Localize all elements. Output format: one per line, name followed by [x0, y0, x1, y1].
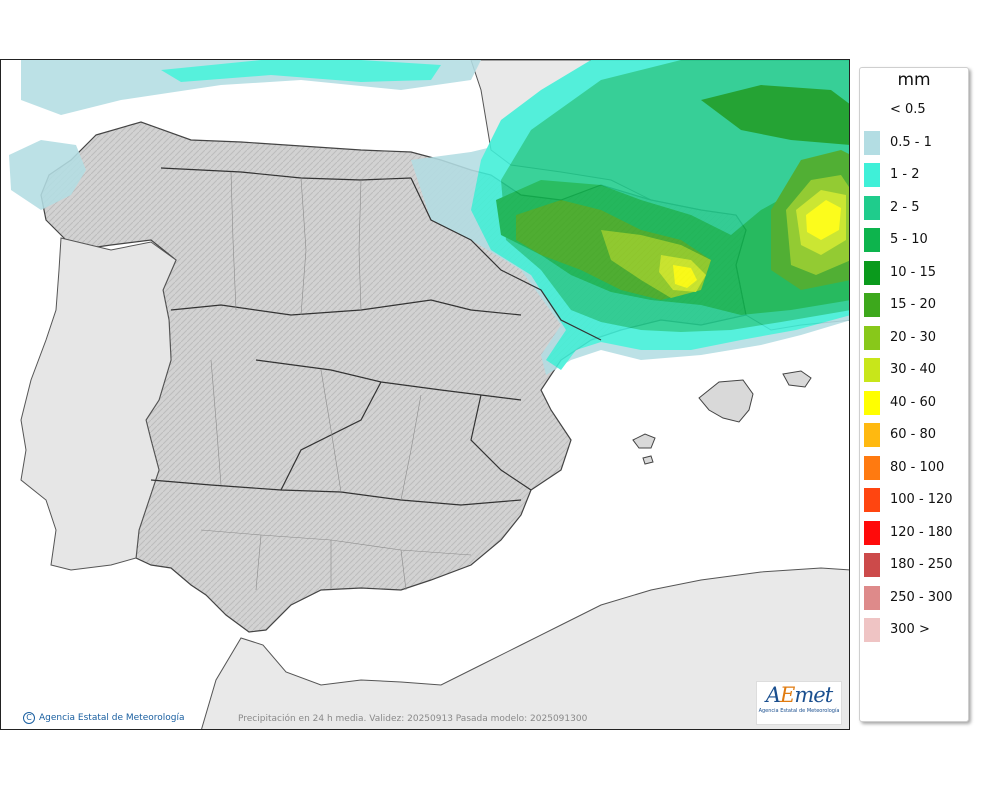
legend-item: 180 - 250: [860, 553, 968, 577]
rain-band-1-2-north: [161, 60, 441, 82]
north-africa-land: [201, 567, 849, 729]
rain-band-0.5-1-galicia: [9, 140, 86, 210]
legend-swatch: [864, 293, 880, 317]
legend-swatch: [864, 130, 880, 155]
legend-label: 300 >: [890, 622, 930, 637]
menorca-island: [782, 370, 812, 388]
legend-item: 20 - 30: [860, 325, 968, 350]
legend-swatch: [864, 553, 880, 577]
copyright-icon: C: [23, 712, 35, 724]
legend-label: 80 - 100: [890, 459, 945, 475]
legend-item: 1 - 2: [860, 163, 968, 187]
legend-swatch: [864, 618, 880, 642]
legend-swatch: [864, 260, 880, 285]
legend-item: < 0.5: [860, 98, 968, 122]
legend-item: 10 - 15: [860, 260, 968, 285]
footer-credit: C Agencia Estatal de Meteorología: [23, 712, 185, 724]
rain-band-40-60: [673, 265, 697, 288]
legend-swatch: [864, 455, 880, 480]
legend-item: 0.5 - 1: [860, 130, 968, 155]
legend-item: 300 >: [860, 618, 968, 642]
legend-swatch: [864, 163, 880, 187]
legend-item: 250 - 300: [860, 585, 968, 610]
logo-subtitle: Agencia Estatal de Meteorología: [758, 708, 840, 714]
legend-item: 100 - 120: [860, 488, 968, 512]
legend-label: 60 - 80: [890, 427, 937, 442]
legend-item: 2 - 5: [860, 195, 968, 220]
legend-title: mm: [897, 70, 931, 90]
legend-item: 40 - 60: [860, 390, 968, 415]
legend-swatch: [864, 423, 880, 447]
legend-swatch: [864, 390, 880, 415]
rain-band-10-15: [701, 85, 849, 145]
legend-swatch: [864, 228, 880, 252]
legend-swatch: [864, 358, 880, 382]
legend-swatch: [864, 325, 880, 350]
legend-label: 180 - 250: [890, 557, 953, 572]
aemet-logo: AEmet Agencia Estatal de Meteorología: [756, 681, 842, 725]
legend-label: < 0.5: [890, 102, 926, 117]
province-borders: [200, 171, 472, 591]
legend-label: 0.5 - 1: [890, 134, 932, 150]
legend-swatch: [864, 98, 880, 122]
legend-item: 120 - 180: [860, 520, 968, 545]
legend-item: 80 - 100: [860, 455, 968, 480]
map-caption: Precipitación en 24 h media. Validez: 20…: [238, 714, 588, 724]
ibiza-island: [632, 433, 656, 449]
legend-label: 100 - 120: [890, 492, 953, 507]
legend-item: 5 - 10: [860, 228, 968, 252]
legend-label: 40 - 60: [890, 394, 937, 410]
legend-swatch: [864, 585, 880, 610]
mallorca-island: [698, 379, 754, 423]
legend-label: 120 - 180: [890, 524, 953, 540]
legend-label: 10 - 15: [890, 264, 937, 280]
legend-label: 30 - 40: [890, 362, 937, 377]
legend-label: 1 - 2: [890, 167, 920, 182]
legend-label: 5 - 10: [890, 232, 928, 247]
precipitation-map: [1, 60, 849, 729]
legend-swatch: [864, 195, 880, 220]
legend-label: 250 - 300: [890, 589, 953, 605]
legend-label: 15 - 20: [890, 297, 937, 312]
credit-text: Agencia Estatal de Meteorología: [39, 713, 185, 723]
portugal-land: [20, 237, 177, 571]
legend-swatch: [864, 520, 880, 545]
legend-item: 60 - 80: [860, 423, 968, 447]
legend-label: 2 - 5: [890, 199, 920, 215]
legend-swatch: [864, 488, 880, 512]
rain-band-40-60-east: [806, 200, 841, 240]
precipitation-overlay: [9, 60, 849, 375]
logo-wordmark: AEmet: [765, 683, 833, 707]
formentera-island: [642, 455, 654, 465]
legend-label: 20 - 30: [890, 329, 937, 345]
legend-item: 30 - 40: [860, 358, 968, 382]
legend-panel: mm < 0.5 0.5 - 1 1 - 2 2 - 5 5 - 10 10 - 15 15…: [859, 67, 969, 722]
legend-item: 15 - 20: [860, 293, 968, 317]
